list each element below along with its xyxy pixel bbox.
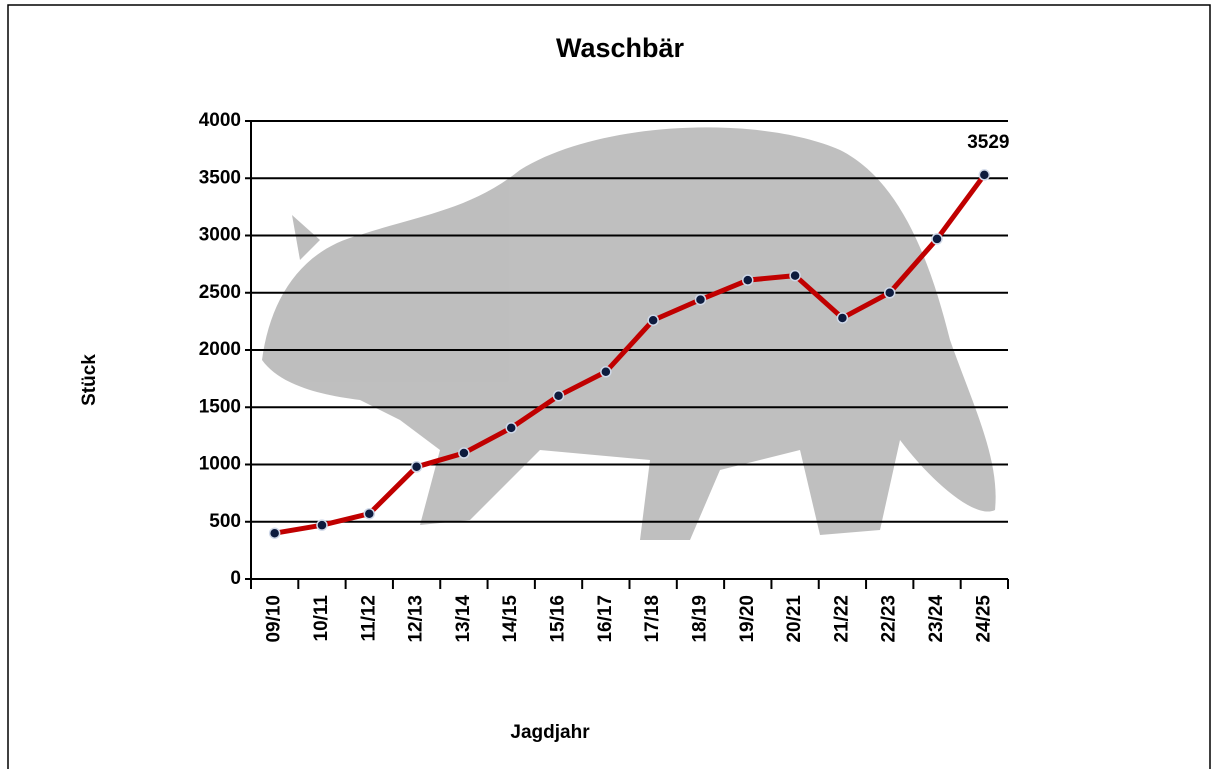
x-tick-label: 09/10 — [264, 595, 285, 643]
x-axis-title: Jagdjahr — [510, 722, 590, 743]
y-tick-label: 3000 — [199, 225, 241, 246]
data-point — [410, 461, 423, 473]
x-tick-label: 13/14 — [453, 595, 474, 643]
data-point — [268, 527, 281, 539]
data-point — [836, 312, 849, 324]
y-tick-label: 0 — [230, 568, 241, 589]
series-line — [274, 173, 987, 536]
x-tick-label: 14/15 — [500, 595, 521, 643]
plot-area: 0 500 1000 1500 2000 2500 3000 3500 4000 09/10 10/… — [199, 110, 1010, 643]
data-point — [600, 366, 612, 378]
data-point — [552, 390, 565, 402]
background-illustration — [262, 127, 996, 540]
data-point — [789, 269, 801, 282]
x-tick-label: 15/16 — [548, 595, 569, 643]
chart-title: Waschbär — [556, 33, 685, 63]
x-tick-label: 24/25 — [973, 595, 994, 643]
x-tick-label: 20/21 — [784, 595, 805, 643]
data-label: 3529 — [967, 132, 1009, 153]
x-tick-label: 11/12 — [358, 595, 379, 642]
y-tick-label: 3500 — [199, 167, 241, 188]
y-tick-label: 500 — [209, 511, 241, 532]
x-tick-label: 17/18 — [642, 595, 663, 643]
y-tick-label: 1500 — [199, 396, 241, 417]
data-point — [931, 233, 943, 245]
y-axis-title: Stück — [79, 354, 100, 406]
x-tick-label: 21/22 — [831, 595, 852, 643]
x-tick-label: 19/20 — [737, 595, 758, 643]
x-tick-label: 10/11 — [311, 595, 332, 642]
x-tick-label: 23/24 — [926, 595, 947, 643]
data-point — [742, 274, 754, 286]
x-tick-label: 16/17 — [595, 595, 616, 643]
data-point — [363, 507, 376, 520]
x-tick-label: 18/19 — [689, 595, 710, 643]
data-point — [316, 519, 328, 531]
y-tick-label: 2000 — [199, 339, 241, 360]
data-point — [694, 293, 707, 306]
data-point — [978, 169, 991, 181]
x-tick-label: 22/23 — [879, 595, 900, 643]
y-tick-label: 2500 — [199, 282, 241, 303]
y-tick-label: 1000 — [199, 454, 241, 475]
data-point — [505, 422, 517, 434]
data-point — [883, 287, 896, 299]
data-point — [647, 314, 659, 326]
data-point — [458, 447, 470, 459]
y-tick-label: 4000 — [199, 110, 241, 131]
x-tick-label: 12/13 — [406, 595, 427, 643]
